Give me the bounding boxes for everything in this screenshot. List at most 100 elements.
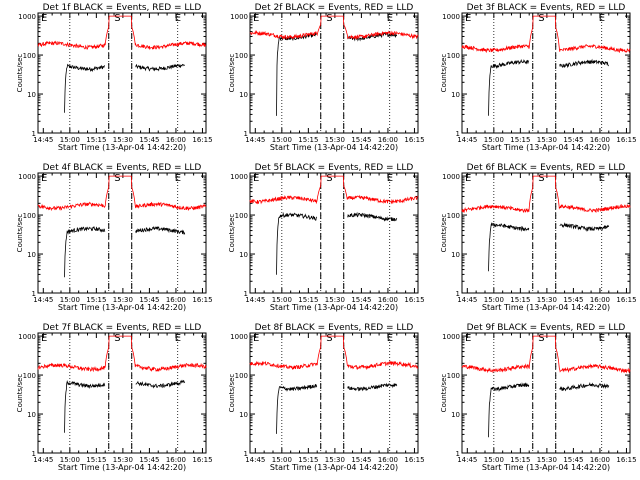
x-tick-label: 16:15 (404, 136, 424, 144)
x-tick-label: 15:15 (86, 296, 106, 304)
panel-title: Det 5f BLACK = Events, RED = LLD (255, 163, 414, 173)
marker-end: E (387, 173, 393, 184)
x-tick-label: 14:45 (33, 136, 53, 144)
x-tick-label: 16:00 (378, 456, 398, 464)
marker-mid: S (538, 13, 544, 24)
x-tick-label: 15:30 (113, 136, 133, 144)
marker-end: E (387, 13, 393, 24)
x-tick-label: 14:45 (33, 296, 53, 304)
plot-frame (37, 12, 207, 134)
x-tick-label: 16:00 (378, 136, 398, 144)
x-tick-label: 15:45 (351, 296, 371, 304)
x-axis-label: Start Time (13-Apr-04 14:42:20) (270, 463, 398, 472)
x-tick-label: 15:15 (86, 136, 106, 144)
x-tick-label: 15:30 (325, 296, 345, 304)
plot-frame (461, 172, 631, 294)
x-tick-label: 16:15 (616, 456, 636, 464)
series-events-line (347, 382, 398, 392)
marker-start: E (465, 173, 471, 184)
plot-frame (249, 172, 419, 294)
y-tick-label: 1000 (18, 333, 36, 341)
marker-mid: S (326, 173, 332, 184)
panel-9: Det 9f BLACK = Events, RED = LLD 1 10 100 10… (440, 323, 637, 472)
x-tick-label: 16:15 (616, 136, 636, 144)
y-axis-label: Counts/sec (16, 54, 24, 93)
series-events-line (347, 211, 398, 222)
x-tick-label: 16:15 (192, 136, 212, 144)
y-tick-label: 100 (23, 372, 36, 380)
x-tick-label: 15:30 (537, 296, 557, 304)
y-tick-label: 10 (27, 91, 36, 99)
x-tick-label: 15:15 (86, 456, 106, 464)
x-tick-label: 15:30 (325, 456, 345, 464)
x-tick-label: 14:45 (457, 296, 477, 304)
series-events-line (135, 225, 186, 235)
y-axis-label: Counts/sec (440, 54, 448, 93)
panel-title: Det 9f BLACK = Events, RED = LLD (467, 323, 626, 333)
series-events-line (276, 31, 317, 116)
series-lld-line (37, 335, 207, 373)
marker-mid: S (114, 173, 120, 184)
marker-mid: S (114, 13, 120, 24)
y-axis-label: Counts/sec (228, 214, 236, 253)
x-tick-label: 15:45 (351, 456, 371, 464)
x-tick-label: 14:45 (245, 456, 265, 464)
x-tick-label: 16:00 (378, 296, 398, 304)
panel-7: Det 7f BLACK = Events, RED = LLD 1 10 100 10… (16, 323, 213, 472)
panel-4: Det 4f BLACK = Events, RED = LLD 1 10 100 10… (16, 163, 213, 312)
marker-mid: S (114, 333, 120, 344)
x-tick-label: 14:45 (457, 456, 477, 464)
x-tick-label: 15:45 (351, 136, 371, 144)
marker-end: E (599, 333, 605, 344)
series-events-line (64, 226, 106, 278)
series-events-line (488, 382, 530, 438)
x-tick-label: 15:00 (272, 136, 292, 144)
y-tick-label: 10 (451, 251, 460, 259)
x-axis-label: Start Time (13-Apr-04 14:42:20) (58, 463, 186, 472)
marker-end: E (599, 173, 605, 184)
series-lld-line (461, 335, 631, 374)
y-tick-label: 10 (27, 251, 36, 259)
marker-end: E (175, 13, 181, 24)
marker-mid: S (326, 13, 332, 24)
series-lld-line (461, 15, 631, 53)
plot-frame (249, 12, 419, 134)
y-tick-label: 1000 (442, 333, 460, 341)
panel-title: Det 2f BLACK = Events, RED = LLD (255, 3, 414, 13)
x-tick-label: 15:30 (537, 136, 557, 144)
marker-start: E (253, 13, 259, 24)
x-axis-label: Start Time (13-Apr-04 14:42:20) (482, 463, 610, 472)
y-tick-label: 1000 (442, 13, 460, 21)
x-tick-label: 16:00 (590, 136, 610, 144)
marker-end: E (387, 333, 393, 344)
x-tick-label: 16:15 (404, 456, 424, 464)
y-tick-label: 100 (23, 212, 36, 220)
series-events-line (559, 58, 609, 69)
x-tick-label: 15:45 (139, 136, 159, 144)
y-tick-label: 1 (32, 130, 36, 138)
marker-start: E (41, 173, 47, 184)
y-tick-label: 1 (456, 130, 460, 138)
series-lld-line (249, 175, 419, 205)
series-events-line (559, 382, 610, 392)
x-tick-label: 15:00 (60, 136, 80, 144)
x-tick-label: 15:30 (537, 456, 557, 464)
series-lld-line (37, 15, 207, 51)
plot-frame (37, 172, 207, 294)
x-tick-label: 15:00 (60, 456, 80, 464)
panel-1: Det 1f BLACK = Events, RED = LLD 1 10 100 10… (16, 3, 213, 152)
x-tick-label: 15:00 (484, 456, 504, 464)
x-tick-label: 16:15 (192, 456, 212, 464)
y-tick-label: 1000 (18, 173, 36, 181)
x-tick-label: 15:15 (298, 136, 318, 144)
y-tick-label: 100 (235, 212, 248, 220)
panel-title: Det 3f BLACK = Events, RED = LLD (467, 3, 626, 13)
marker-start: E (465, 333, 471, 344)
x-tick-label: 15:15 (298, 456, 318, 464)
x-tick-label: 15:30 (113, 296, 133, 304)
series-lld-line (37, 175, 207, 212)
x-axis-label: Start Time (13-Apr-04 14:42:20) (482, 303, 610, 312)
x-tick-label: 16:00 (166, 136, 186, 144)
x-tick-label: 16:00 (166, 296, 186, 304)
y-tick-label: 100 (23, 52, 36, 60)
